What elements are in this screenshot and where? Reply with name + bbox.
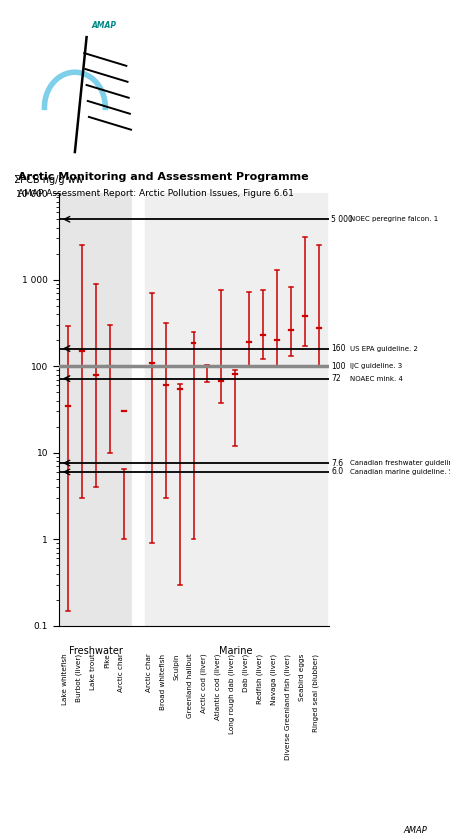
Text: Arctic cod (liver): Arctic cod (liver) bbox=[201, 654, 207, 713]
Text: Seabird eggs: Seabird eggs bbox=[299, 654, 305, 701]
Text: Sculpin: Sculpin bbox=[174, 654, 180, 680]
Text: AMAP Assessment Report: Arctic Pollution Issues, Figure 6.61: AMAP Assessment Report: Arctic Pollution… bbox=[18, 189, 294, 198]
Text: Freshwater: Freshwater bbox=[69, 646, 123, 656]
Text: 7.6: 7.6 bbox=[331, 459, 343, 468]
Text: IJC guideline. 3: IJC guideline. 3 bbox=[350, 363, 402, 370]
Text: Navaga (liver): Navaga (liver) bbox=[270, 654, 277, 705]
Text: Pike: Pike bbox=[104, 654, 110, 669]
Text: Dab (liver): Dab (liver) bbox=[243, 654, 249, 692]
Text: 160: 160 bbox=[331, 344, 346, 353]
Text: NOEC peregrine falcon. 1: NOEC peregrine falcon. 1 bbox=[350, 216, 438, 223]
Text: NOAEC mink. 4: NOAEC mink. 4 bbox=[350, 375, 403, 381]
Text: Atlantic cod (liver): Atlantic cod (liver) bbox=[215, 654, 221, 720]
Text: 72: 72 bbox=[331, 374, 341, 383]
Text: AMAP: AMAP bbox=[404, 827, 428, 835]
Text: 5 000: 5 000 bbox=[331, 215, 353, 223]
Text: Arctic char: Arctic char bbox=[118, 654, 124, 692]
Text: 6.0: 6.0 bbox=[331, 467, 343, 476]
Text: Diverse Greenland fish (liver): Diverse Greenland fish (liver) bbox=[284, 654, 291, 759]
Text: Canadian freshwater guideline. 5: Canadian freshwater guideline. 5 bbox=[350, 460, 450, 466]
Text: Greenland halibut: Greenland halibut bbox=[188, 654, 194, 718]
Text: Lake whitefish: Lake whitefish bbox=[62, 654, 68, 705]
Text: Canadian marine guideline. 5: Canadian marine guideline. 5 bbox=[350, 469, 450, 475]
Text: 100: 100 bbox=[331, 362, 346, 370]
Text: AMAP: AMAP bbox=[91, 20, 116, 29]
Text: Burbot (liver): Burbot (liver) bbox=[76, 654, 82, 701]
Text: Broad whitefish: Broad whitefish bbox=[160, 654, 166, 710]
Text: US EPA guideline. 2: US EPA guideline. 2 bbox=[350, 345, 418, 352]
Text: Marine: Marine bbox=[219, 646, 252, 656]
Text: Lake trout: Lake trout bbox=[90, 654, 96, 690]
Text: Redfish (liver): Redfish (liver) bbox=[256, 654, 263, 704]
Text: Arctic Monitoring and Assessment Programme: Arctic Monitoring and Assessment Program… bbox=[18, 172, 309, 182]
Text: Ringed seal (blubber): Ringed seal (blubber) bbox=[312, 654, 319, 732]
Bar bbox=[132, 193, 145, 626]
Text: Arctic char: Arctic char bbox=[146, 654, 152, 692]
Bar bbox=[145, 193, 327, 626]
Text: ΣPCB ng/g ww: ΣPCB ng/g ww bbox=[14, 175, 83, 185]
Bar bbox=[60, 193, 132, 626]
Text: Long rough dab (liver): Long rough dab (liver) bbox=[229, 654, 235, 733]
